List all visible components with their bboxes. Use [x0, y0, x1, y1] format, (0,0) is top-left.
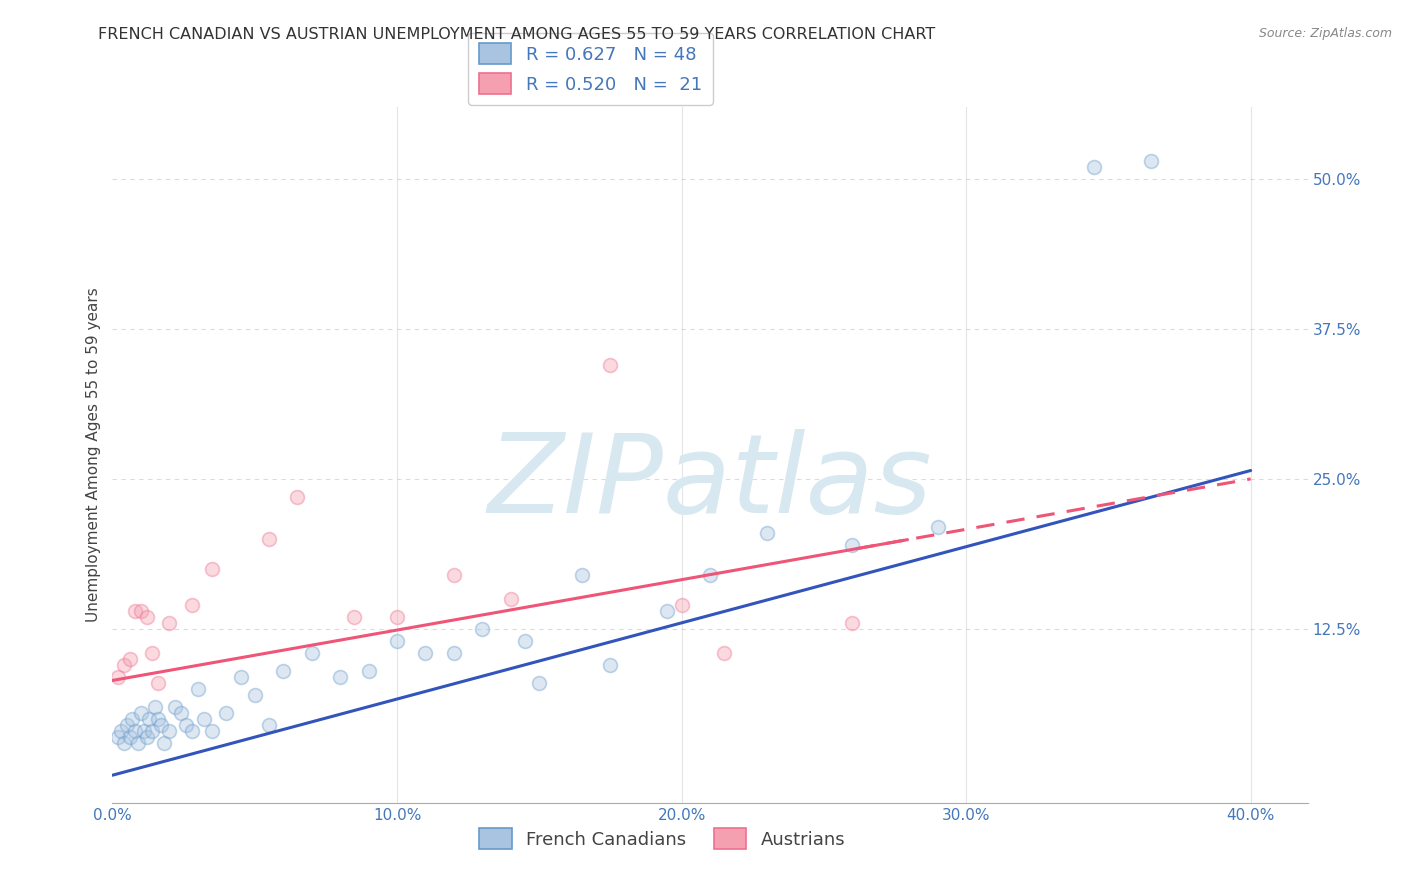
Point	[121, 712, 143, 726]
Point	[415, 646, 437, 660]
Point	[129, 706, 152, 720]
Point	[443, 646, 465, 660]
Text: FRENCH CANADIAN VS AUSTRIAN UNEMPLOYMENT AMONG AGES 55 TO 59 YEARS CORRELATION C: FRENCH CANADIAN VS AUSTRIAN UNEMPLOYMENT…	[98, 27, 935, 42]
Point	[841, 538, 863, 552]
Point	[112, 736, 135, 750]
Point	[499, 591, 522, 606]
Point	[107, 730, 129, 744]
Point	[385, 633, 408, 648]
Point	[193, 712, 215, 726]
Point	[135, 730, 157, 744]
Text: ZIPatlas: ZIPatlas	[488, 429, 932, 536]
Point	[755, 525, 778, 540]
Point	[243, 688, 266, 702]
Point	[1140, 154, 1163, 169]
Point	[141, 723, 163, 738]
Point	[157, 723, 180, 738]
Point	[699, 567, 721, 582]
Point	[443, 567, 465, 582]
Point	[287, 490, 309, 504]
Point	[165, 699, 187, 714]
Point	[713, 646, 735, 660]
Point	[471, 622, 494, 636]
Point	[118, 652, 141, 666]
Point	[143, 699, 166, 714]
Point	[127, 736, 149, 750]
Point	[529, 676, 551, 690]
Point	[146, 712, 169, 726]
Point	[657, 604, 679, 618]
Point	[157, 615, 180, 630]
Point	[229, 670, 252, 684]
Point	[257, 718, 280, 732]
Point	[112, 657, 135, 672]
Point	[141, 646, 163, 660]
Point	[146, 676, 169, 690]
Point	[1083, 160, 1105, 174]
Point	[187, 681, 209, 696]
Point	[124, 723, 146, 738]
Point	[271, 664, 294, 678]
Point	[201, 562, 224, 576]
Point	[571, 567, 593, 582]
Point	[841, 615, 863, 630]
Point	[181, 598, 204, 612]
Point	[215, 706, 238, 720]
Point	[329, 670, 352, 684]
Point	[257, 532, 280, 546]
Point	[149, 718, 172, 732]
Point	[181, 723, 204, 738]
Point	[201, 723, 224, 738]
Text: Source: ZipAtlas.com: Source: ZipAtlas.com	[1258, 27, 1392, 40]
Point	[118, 730, 141, 744]
Point	[107, 670, 129, 684]
Point	[152, 736, 174, 750]
Point	[301, 646, 323, 660]
Point	[129, 604, 152, 618]
Point	[132, 723, 155, 738]
Point	[110, 723, 132, 738]
Point	[138, 712, 160, 726]
Point	[135, 610, 157, 624]
Point	[927, 520, 949, 534]
Point	[115, 718, 138, 732]
Point	[599, 358, 621, 372]
Point	[385, 610, 408, 624]
Point	[343, 610, 366, 624]
Point	[357, 664, 380, 678]
Y-axis label: Unemployment Among Ages 55 to 59 years: Unemployment Among Ages 55 to 59 years	[86, 287, 101, 623]
Point	[176, 718, 198, 732]
Point	[599, 657, 621, 672]
Legend: French Canadians, Austrians: French Canadians, Austrians	[472, 822, 852, 856]
Point	[170, 706, 193, 720]
Point	[671, 598, 693, 612]
Point	[124, 604, 146, 618]
Point	[513, 633, 536, 648]
